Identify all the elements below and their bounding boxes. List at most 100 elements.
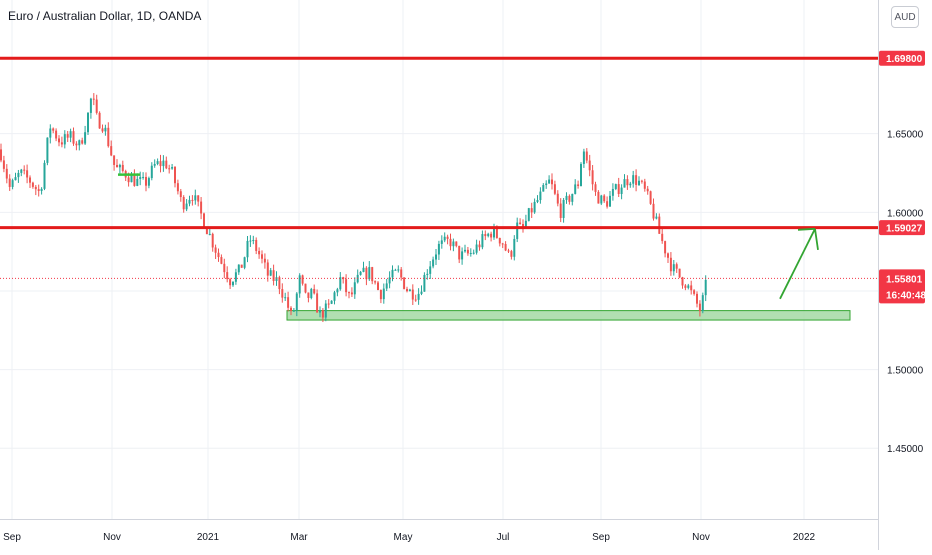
candle-body xyxy=(92,98,95,100)
candle-body xyxy=(217,252,220,258)
candle-body xyxy=(188,199,191,204)
candle-body xyxy=(84,132,87,144)
candle-body xyxy=(690,285,693,291)
candle-body xyxy=(118,164,121,168)
candle-body xyxy=(31,182,34,187)
candle-body xyxy=(194,195,197,201)
candle-body xyxy=(142,176,145,178)
candle-body xyxy=(156,161,159,164)
candle-body xyxy=(519,222,522,225)
forecast-arrow xyxy=(779,228,816,300)
x-tick-label: 2021 xyxy=(197,532,220,543)
candle-body xyxy=(46,137,49,163)
candle-body xyxy=(139,177,142,179)
candle-body xyxy=(179,191,182,198)
candle-body xyxy=(327,303,330,305)
candle-body xyxy=(287,297,290,308)
candle-body xyxy=(513,238,516,257)
candle-body xyxy=(359,271,362,275)
candle-body xyxy=(516,222,519,239)
candle-body xyxy=(371,267,374,282)
candle-body xyxy=(379,289,382,300)
candle-body xyxy=(368,267,371,280)
candle-body xyxy=(684,285,687,288)
candle-body xyxy=(603,195,606,202)
candle-body xyxy=(58,138,60,143)
candle-body xyxy=(432,259,435,267)
candle-body xyxy=(493,227,495,238)
candle-body xyxy=(0,149,2,161)
forecast-arrowhead xyxy=(797,227,816,231)
candle-body xyxy=(133,175,136,186)
candle-body xyxy=(95,99,98,113)
candle-body xyxy=(345,279,348,293)
candle-body xyxy=(17,172,20,178)
x-tick-label: Jul xyxy=(497,532,510,543)
candle-body xyxy=(661,233,664,242)
candle-body xyxy=(182,197,185,210)
candle-body xyxy=(321,310,324,318)
candle-body xyxy=(643,181,646,189)
candle-body xyxy=(640,180,643,182)
candle-body xyxy=(437,243,440,255)
x-tick-label: Nov xyxy=(692,532,710,543)
support-zone xyxy=(286,310,851,321)
candle-body xyxy=(333,292,336,301)
candle-body xyxy=(127,177,130,183)
currency-button[interactable]: AUD xyxy=(891,6,919,28)
candle-body xyxy=(220,257,223,264)
candle-body xyxy=(255,239,258,251)
candle-body xyxy=(664,241,667,254)
candle-body xyxy=(168,168,171,170)
candle-body xyxy=(40,188,43,191)
candle-body xyxy=(292,310,295,312)
forecast-arrow-layer xyxy=(779,227,819,300)
candle-body xyxy=(304,283,307,293)
level-price-tag xyxy=(879,50,925,66)
x-tick-label: Sep xyxy=(3,532,21,543)
candle-body xyxy=(211,233,214,248)
candle-body xyxy=(629,183,632,186)
candle-body xyxy=(385,283,388,289)
candle-body xyxy=(104,127,107,132)
candle-body xyxy=(382,288,385,300)
candle-body xyxy=(533,201,536,213)
candle-body xyxy=(687,285,690,288)
candle-body xyxy=(98,112,101,129)
candle-body xyxy=(469,252,472,254)
candle-body xyxy=(417,293,420,300)
candle-body xyxy=(101,128,104,132)
candle-body xyxy=(324,303,327,318)
candle-body xyxy=(298,275,301,294)
candle-body xyxy=(414,299,417,301)
candle-body xyxy=(23,169,26,171)
candle-body xyxy=(655,216,658,219)
candle-body xyxy=(5,168,8,179)
candle-body xyxy=(316,293,319,313)
candle-body xyxy=(20,169,23,173)
candle-body xyxy=(443,236,446,241)
candle-body xyxy=(461,251,464,260)
candle-body xyxy=(571,193,574,202)
candle-body xyxy=(481,234,484,248)
candle-body xyxy=(116,164,118,168)
candle-body xyxy=(310,288,313,298)
candle-body xyxy=(365,267,368,280)
candle-body xyxy=(475,244,478,253)
candle-body xyxy=(623,179,626,188)
candle-body xyxy=(501,243,504,245)
candle-body xyxy=(313,288,316,294)
candle-body xyxy=(174,167,176,184)
candle-body xyxy=(223,263,226,273)
level-price-tag-text: 1.59027 xyxy=(886,224,923,235)
candle-body xyxy=(150,165,153,179)
horizontal-levels xyxy=(0,56,878,279)
candle-body xyxy=(8,178,11,187)
candle-body xyxy=(252,239,255,241)
candle-body xyxy=(672,264,675,272)
candle-body xyxy=(620,187,623,194)
candle-body xyxy=(411,289,414,300)
